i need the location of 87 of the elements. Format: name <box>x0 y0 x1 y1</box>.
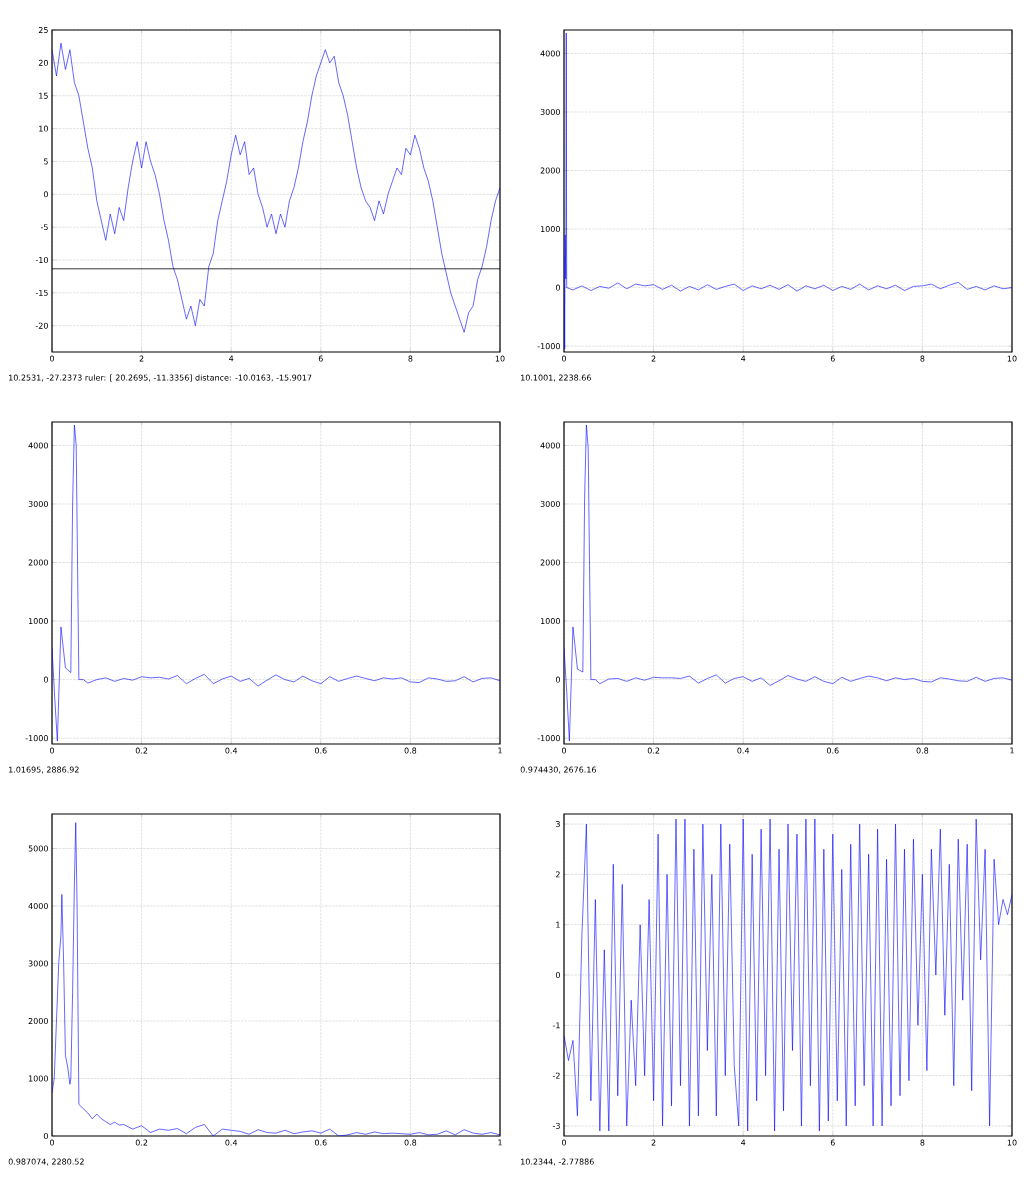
x-tick-label: 2 <box>651 1139 656 1146</box>
x-tick-label: 0.4 <box>225 747 238 754</box>
y-tick-label: -20 <box>35 322 48 329</box>
x-tick-label: 4 <box>741 355 746 362</box>
x-tick-label: 0.4 <box>737 747 750 754</box>
y-tick-label: -15 <box>35 289 48 296</box>
text: 1.01695, 2886.92 <box>9 766 79 774</box>
y-tick-label: 4000 <box>28 902 48 910</box>
x-tick-label: 10 <box>1007 1139 1017 1146</box>
y-tick-label: 3000 <box>540 108 560 115</box>
y-tick-label: -1000 <box>25 735 48 742</box>
y-tick-label: 2000 <box>28 559 48 566</box>
y-tick-label: 2000 <box>540 167 560 174</box>
y-tick-label: 4000 <box>28 442 48 449</box>
y-tick-label: 4000 <box>540 442 560 449</box>
y-tick-label: 1000 <box>540 618 560 625</box>
x-tick-label: 1 <box>1010 747 1014 754</box>
y-tick-label: 0 <box>555 676 560 683</box>
x-tick-label: 8 <box>408 355 413 362</box>
line-series <box>564 32 1012 350</box>
y-tick-label: 2000 <box>540 559 560 566</box>
x-tick-label: 2 <box>651 355 656 362</box>
x-tick-label: 0.6 <box>826 747 839 754</box>
x-tick-label: 4 <box>229 355 234 362</box>
y-tick-label: 2000 <box>28 1017 48 1025</box>
x-tick-label: 1 <box>498 1139 502 1146</box>
x-tick-label: 0.8 <box>916 747 929 754</box>
x-tick-label: 10 <box>495 355 505 362</box>
text: 0.987074, 2280.52 <box>8 1158 84 1166</box>
x-tick-label: 0.8 <box>404 747 417 754</box>
y-tick-label: 1 <box>556 921 560 928</box>
y-tick-label: -1000 <box>537 343 560 350</box>
x-tick-label: 4 <box>741 1139 746 1146</box>
x-tick-label: 0.2 <box>135 1139 148 1146</box>
x-tick-label: 0.6 <box>314 747 327 754</box>
x-tick-label: 6 <box>830 1139 835 1146</box>
x-tick-label: 0.4 <box>225 1139 238 1146</box>
y-tick-label: -3 <box>552 1122 560 1129</box>
x-tick-label: 0 <box>561 1139 567 1146</box>
y-tick-label: -2 <box>552 1072 560 1079</box>
x-tick-label: 6 <box>318 355 323 362</box>
y-tick-label: 15 <box>39 92 48 99</box>
y-tick-label: -1 <box>552 1022 560 1029</box>
y-tick-label: 3000 <box>28 960 48 967</box>
x-tick-label: 2 <box>139 355 144 362</box>
y-tick-label: 0 <box>43 191 48 198</box>
x-tick-label: 0 <box>49 355 55 362</box>
line-series <box>52 424 500 742</box>
y-tick-label: 1000 <box>28 1075 48 1082</box>
text: 0.974430, 2676.16 <box>520 766 596 774</box>
y-tick-label: 0 <box>555 284 560 291</box>
x-tick-label: 6 <box>830 355 835 362</box>
y-tick-label: 1000 <box>28 618 48 625</box>
y-tick-label: 0 <box>555 971 560 979</box>
x-tick-label: 0.8 <box>404 1139 417 1146</box>
y-tick-label: 5 <box>43 158 48 165</box>
x-tick-label: 0.2 <box>135 747 148 754</box>
y-tick-label: -5 <box>40 224 48 231</box>
y-tick-label: 25 <box>38 26 48 34</box>
y-tick-label: 3000 <box>540 500 560 507</box>
y-tick-label: 1000 <box>540 226 560 233</box>
x-tick-label: 8 <box>920 1139 925 1146</box>
x-tick-label: 0.6 <box>314 1139 327 1146</box>
x-tick-label: 0 <box>561 747 567 754</box>
y-tick-label: 20 <box>38 59 48 66</box>
x-tick-label: 8 <box>920 355 925 362</box>
x-tick-label: 0.2 <box>647 747 660 754</box>
text: 10.2344, -2.77886 <box>521 1158 594 1166</box>
text: 10.1001, 2238.66 <box>521 374 591 382</box>
y-tick-label: 3000 <box>28 500 48 507</box>
y-tick-label: 10 <box>39 125 48 132</box>
x-tick-label: 0 <box>561 355 567 362</box>
x-tick-label: 1 <box>498 747 502 754</box>
y-tick-label: -10 <box>35 256 48 264</box>
line-series <box>564 818 1012 1132</box>
y-tick-label: -1000 <box>537 735 560 742</box>
x-tick-label: 10 <box>1007 355 1017 362</box>
line-series <box>564 424 1012 742</box>
y-tick-label: 0 <box>43 1132 48 1140</box>
text: 10.2531, -27.2373 ruler: [ 20.2695, -11.3356] distance: -10.0163, -15.9017 <box>9 374 312 382</box>
x-tick-label: 0 <box>49 747 55 754</box>
x-tick-label: 0 <box>49 1139 55 1146</box>
y-tick-label: 4000 <box>540 50 560 57</box>
y-tick-label: 5000 <box>28 845 48 852</box>
y-tick-label: 0 <box>43 676 48 683</box>
y-tick-label: 3 <box>555 821 560 828</box>
y-tick-label: 2 <box>555 871 560 878</box>
